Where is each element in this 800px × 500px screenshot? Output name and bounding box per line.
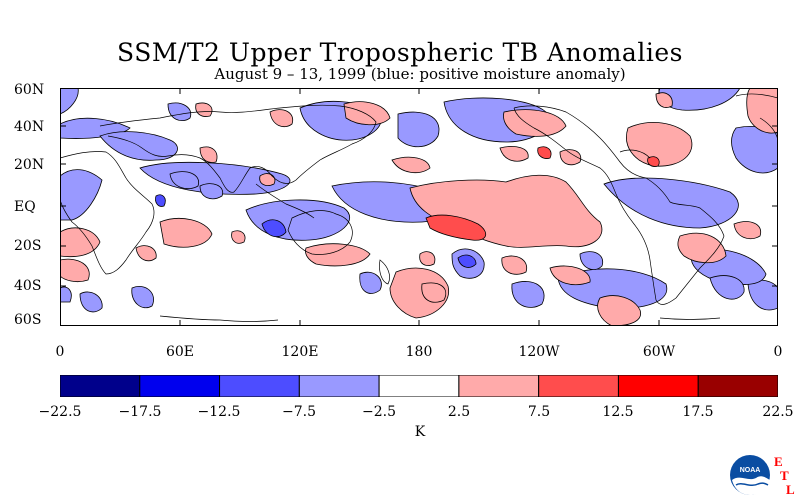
colorbar-swatch-6 — [538, 375, 619, 397]
negative-moisture-anomalies — [60, 88, 778, 326]
colorbar-label-0: −22.5 — [38, 404, 82, 420]
lat-label-20n: 20N — [14, 157, 45, 173]
noaa-logo-text: NOAA — [740, 467, 761, 474]
colorbar-unit: K — [414, 424, 426, 440]
map-title: SSM/T2 Upper Tropospheric TB Anomalies — [117, 38, 683, 67]
lat-label-40s: 40S — [14, 278, 42, 294]
colorbar-swatch-5 — [458, 375, 540, 397]
noaa-etl-logo: NOAA E T L — [730, 454, 795, 497]
lat-label-60n: 60N — [14, 82, 45, 98]
lat-label-40n: 40N — [14, 119, 45, 135]
anomaly-map — [60, 88, 778, 326]
colorbar-swatch-0 — [60, 375, 141, 397]
lon-label-0-end: 0 — [773, 344, 783, 360]
lon-label-60e: 60E — [165, 344, 195, 360]
lat-label-eq: EQ — [14, 199, 36, 215]
positive-moisture-anomalies — [60, 88, 778, 313]
colorbar-swatch-4 — [378, 375, 460, 397]
lon-label-120w: 120W — [518, 344, 560, 360]
logo-letter-l: L — [786, 482, 795, 497]
colorbar-label-3: −7.5 — [282, 404, 316, 420]
colorbar-label-5: 2.5 — [447, 404, 471, 420]
map-subtitle: August 9 – 13, 1999 (blue: positive mois… — [214, 65, 626, 83]
colorbar-swatch-2 — [219, 375, 300, 397]
logo-letter-t: T — [780, 468, 789, 483]
lat-label-60s: 60S — [14, 312, 42, 328]
strong-negative-anomalies — [425, 146, 660, 241]
colorbar-swatch-7 — [617, 375, 699, 397]
colorbar-label-4: −2.5 — [362, 404, 396, 420]
colorbar-label-9: 22.5 — [762, 404, 794, 420]
logo-letter-e: E — [774, 454, 783, 469]
colorbar-swatch-3 — [298, 375, 380, 397]
map-ticks — [60, 88, 778, 326]
colorbar-label-8: 17.5 — [682, 404, 714, 420]
strong-moisture-anomalies — [155, 194, 477, 268]
lat-label-20s: 20S — [14, 238, 42, 254]
lon-label-0: 0 — [55, 344, 65, 360]
colorbar-label-2: −12.5 — [197, 404, 241, 420]
lon-label-60w: 60W — [642, 344, 676, 360]
colorbar-label-7: 12.5 — [602, 404, 634, 420]
colorbar-swatch-1 — [139, 375, 221, 397]
colorbar-label-1: −17.5 — [118, 404, 162, 420]
colorbar-label-6: 7.5 — [527, 404, 551, 420]
colorbar-swatch-8 — [697, 375, 778, 397]
lon-label-180: 180 — [405, 344, 433, 360]
colorbar — [60, 375, 778, 397]
lon-label-120e: 120E — [281, 344, 319, 360]
